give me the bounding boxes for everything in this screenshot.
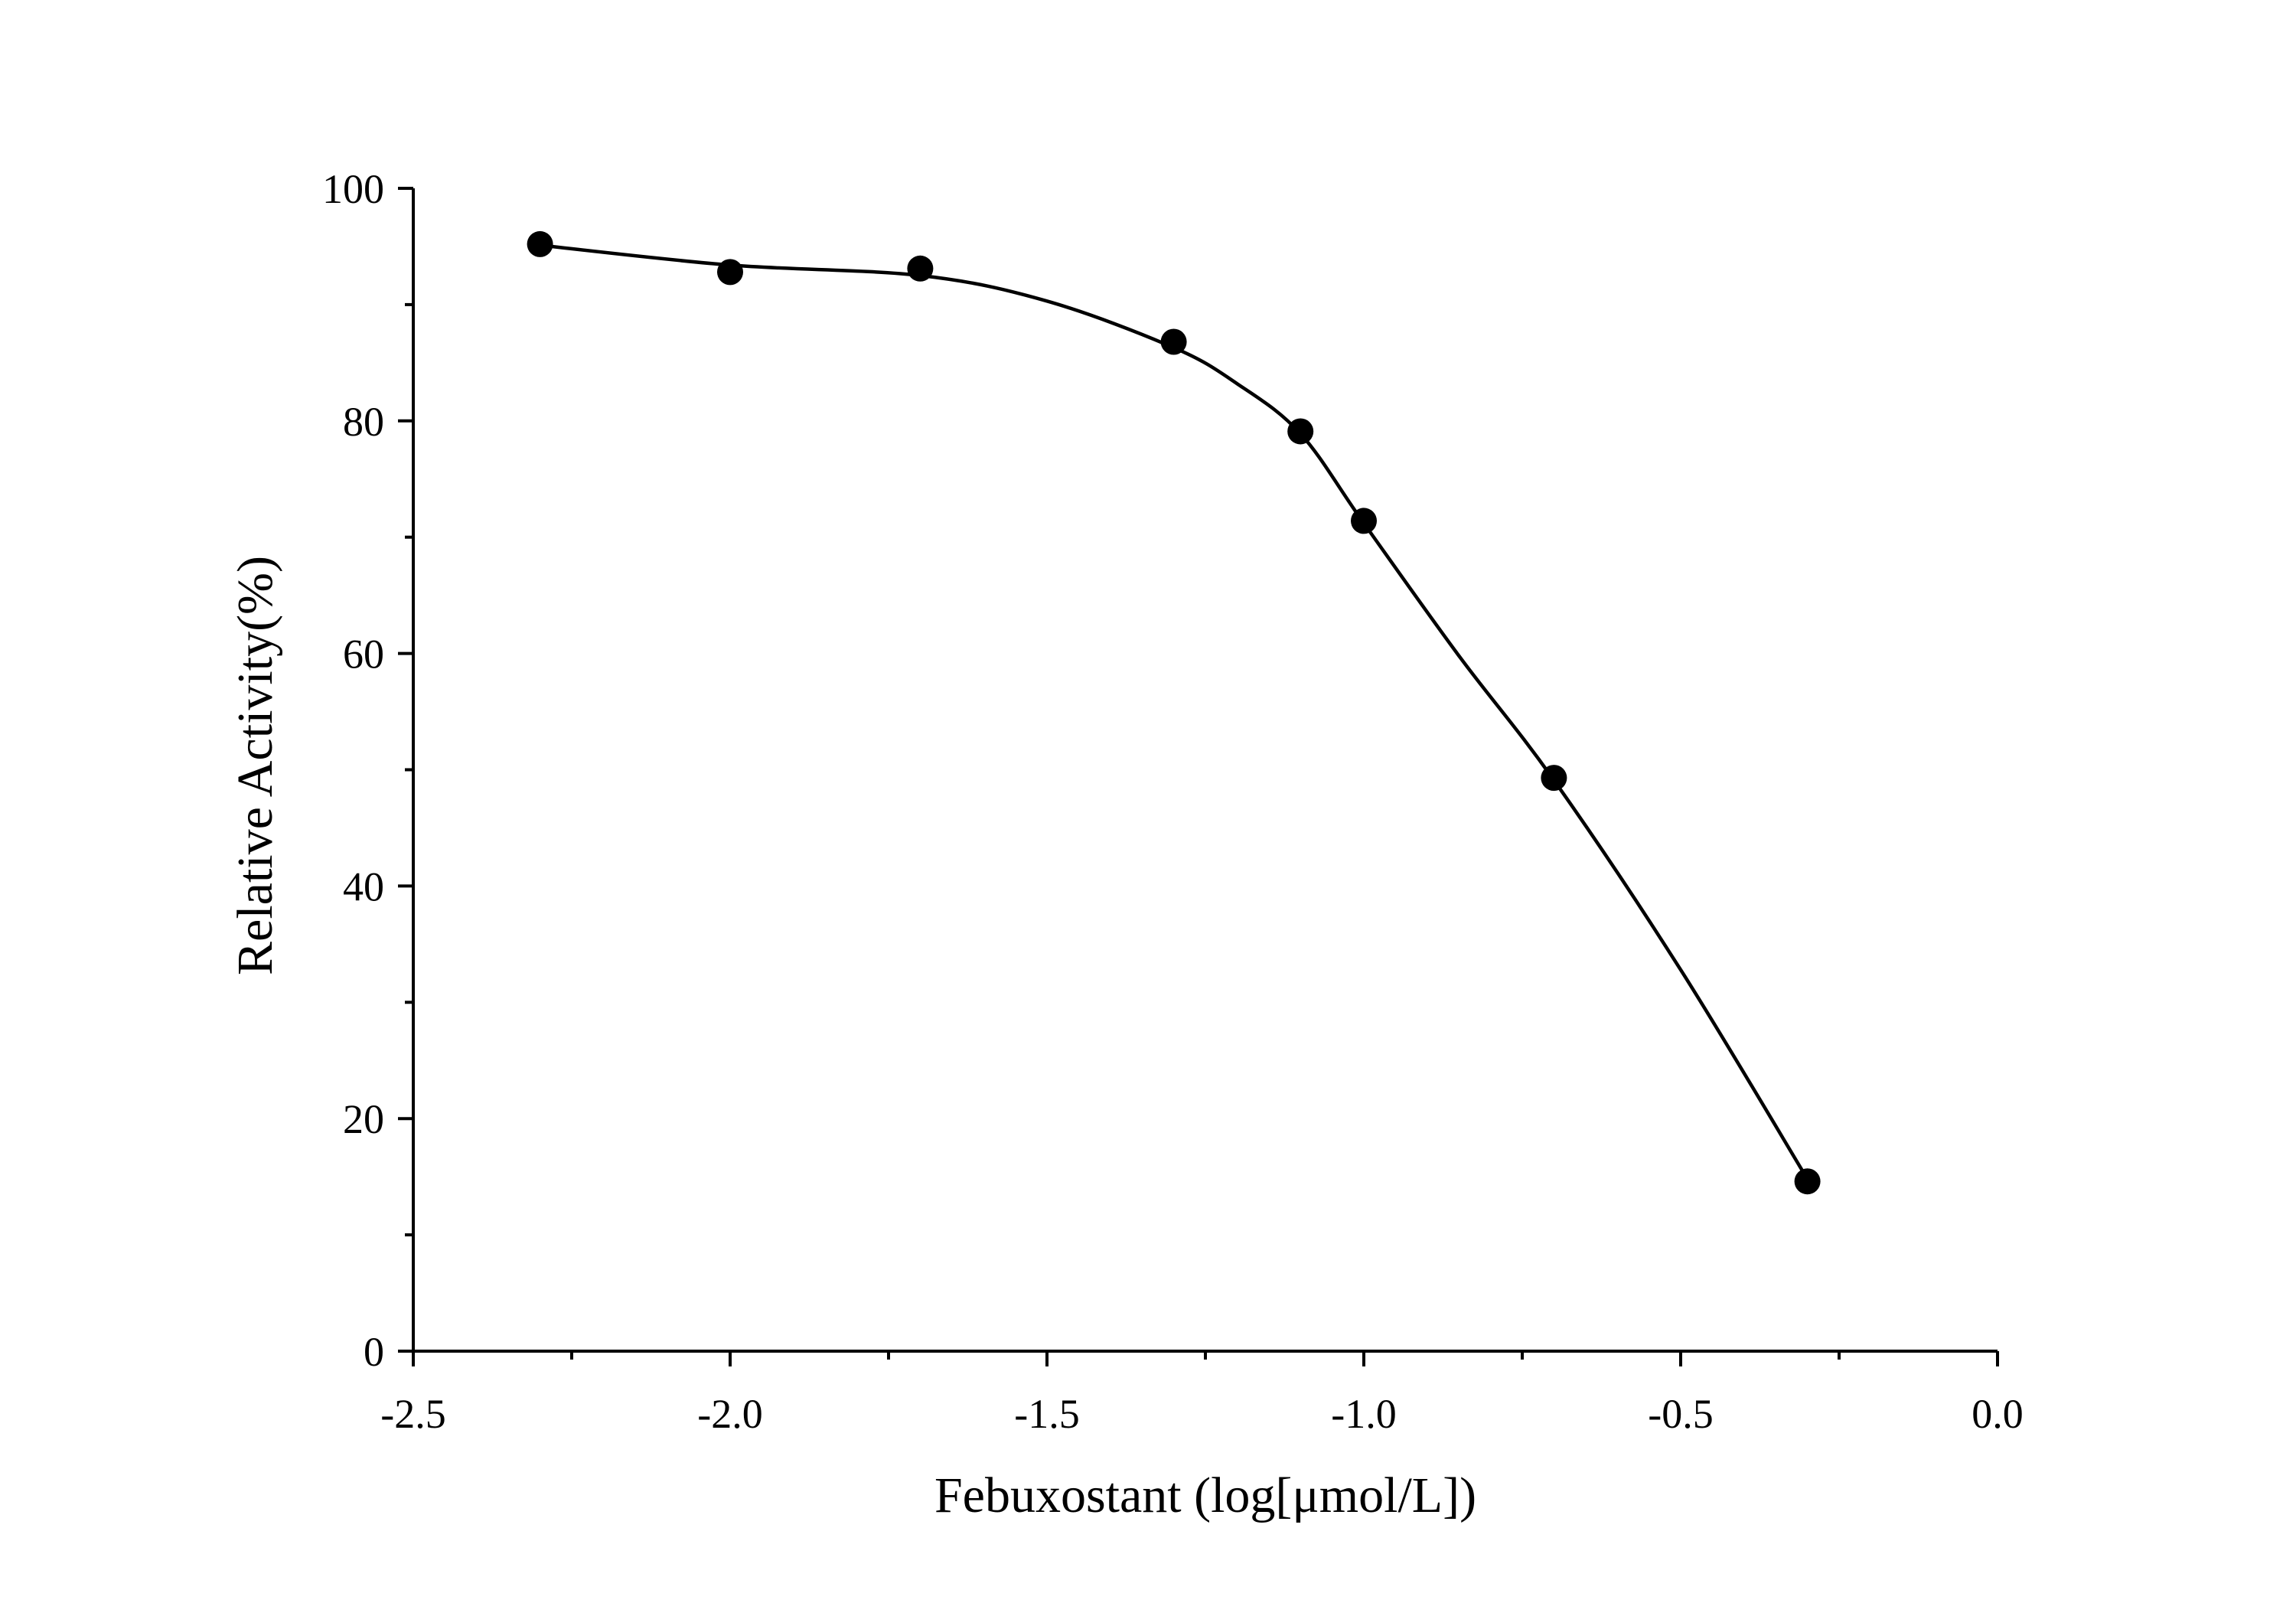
fit-curve-line [540,243,1809,1180]
y-axis-title: Relative Activity(%) [227,556,283,975]
plot-area: -2.5 -2.0 -1.5 -1.0 -0.5 0.0 0 20 40 60 80 100 [322,166,2024,1437]
y-tick-label: 100 [322,166,384,212]
data-point [1287,418,1314,445]
y-tick-label: 0 [364,1329,384,1375]
x-tick-label: -2.0 [697,1391,762,1437]
data-point [717,259,743,286]
y-tick-label: 20 [343,1096,384,1142]
data-point [1160,328,1187,355]
data-point [1794,1168,1821,1195]
y-axis: 0 20 40 60 80 100 [322,166,415,1375]
x-axis: -2.5 -2.0 -1.5 -1.0 -0.5 0.0 [380,1350,2024,1437]
y-tick-label: 40 [343,864,384,909]
fit-curve-layer [540,243,1809,1180]
x-tick-label: -2.5 [380,1391,445,1437]
x-axis-title: Febuxostant (log[μmol/L]) [934,1468,1476,1523]
data-point [907,255,934,282]
x-tick-label: -0.5 [1648,1391,1713,1437]
x-tick-label: -1.0 [1331,1391,1396,1437]
data-point [1351,508,1377,534]
data-point [527,230,553,257]
y-tick-label: 80 [343,399,384,445]
data-points-layer [527,230,1821,1195]
x-tick-label: -1.5 [1014,1391,1079,1437]
data-point [1541,765,1567,792]
y-tick-label: 60 [343,632,384,677]
x-tick-label: 0.0 [1971,1391,2024,1437]
